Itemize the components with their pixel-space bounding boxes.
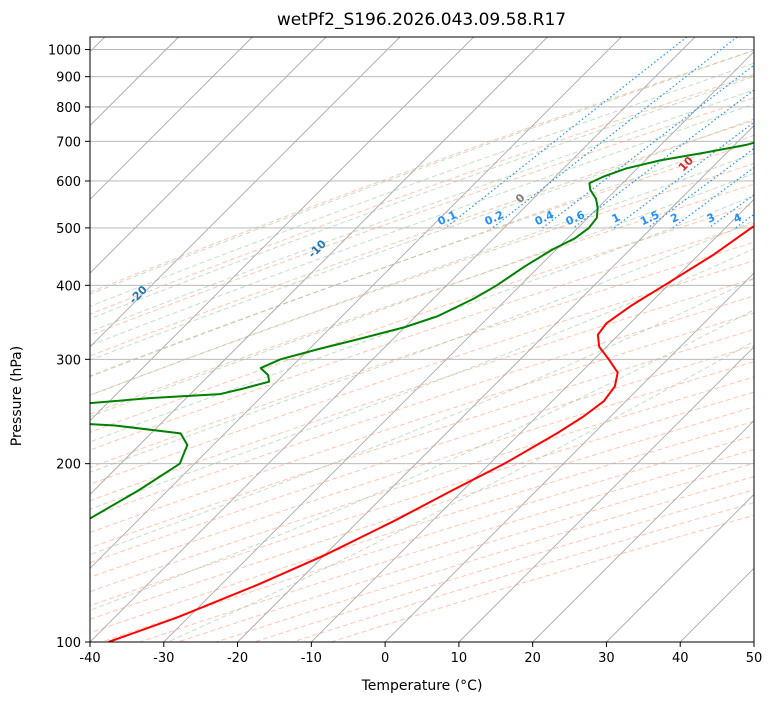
isotherm xyxy=(163,51,754,642)
moist-adiabat xyxy=(90,89,754,333)
dry-adiabat-label: -10 xyxy=(306,237,329,260)
y-tick-label: 700 xyxy=(56,135,81,150)
moist-adiabat xyxy=(90,277,754,556)
dry-adiabat xyxy=(90,345,754,564)
temperature-profile xyxy=(108,224,754,642)
mixing-ratio-label: 1.5 xyxy=(638,208,661,228)
y-tick-label: 300 xyxy=(56,353,81,368)
isotherm xyxy=(90,37,106,53)
dry-adiabat xyxy=(90,391,754,607)
dry-adiabat xyxy=(90,376,754,593)
isotherm xyxy=(532,420,754,642)
x-tick-label: 50 xyxy=(746,651,763,666)
moist-adiabat xyxy=(90,134,754,378)
x-tick-label: 0 xyxy=(381,651,389,666)
dry-adiabat xyxy=(101,435,754,642)
mixing-ratio-label: 1 xyxy=(610,211,622,226)
x-tick-label: 20 xyxy=(524,651,541,666)
y-tick-label: 600 xyxy=(56,175,81,190)
x-tick-label: 30 xyxy=(598,651,615,666)
moist-adiabat xyxy=(90,172,754,418)
isotherm xyxy=(679,567,754,642)
isotherm xyxy=(90,37,474,422)
isotherm xyxy=(606,493,754,642)
dry-adiabat xyxy=(90,141,754,377)
y-tick-label: 200 xyxy=(56,458,81,473)
mixing-ratio-label: 0.1 xyxy=(436,208,459,228)
y-tick-label: 900 xyxy=(56,71,81,86)
dry-adiabat xyxy=(90,295,754,518)
mixing-ratio-label: 0.6 xyxy=(564,208,587,228)
mixing-ratio-label: 6 xyxy=(770,211,775,226)
isotherm xyxy=(458,346,754,642)
isotherm xyxy=(90,37,179,127)
dry-adiabat xyxy=(90,312,754,533)
mixing-ratio-line xyxy=(573,89,754,229)
dewpoint-profile xyxy=(90,141,754,520)
moist-adiabat xyxy=(90,75,754,320)
dry-adiabat xyxy=(90,119,754,357)
moist-adiabat xyxy=(90,49,754,295)
isotherm xyxy=(311,198,754,642)
isotherm xyxy=(384,272,754,642)
mixing-ratio-line xyxy=(672,166,754,229)
isotherm xyxy=(90,37,622,569)
dry-adiabat-label: -20 xyxy=(127,283,150,306)
dry-adiabat xyxy=(90,163,754,396)
plot-frame xyxy=(89,36,755,643)
moist-adiabat xyxy=(167,340,754,642)
y-tick-label: 100 xyxy=(56,636,81,651)
y-tick-label: 400 xyxy=(56,279,81,294)
moist-adiabat xyxy=(90,152,754,396)
moist-adiabat xyxy=(90,118,754,361)
dry-adiabat xyxy=(90,406,754,620)
dry-adiabat xyxy=(90,97,754,336)
mixing-ratio-line xyxy=(735,213,754,229)
mixing-ratio-label: 0.4 xyxy=(533,208,556,228)
isotherm xyxy=(90,37,548,496)
dry-adiabat xyxy=(330,514,754,642)
mixing-ratio-line xyxy=(613,121,754,229)
dry-adiabat xyxy=(90,277,754,502)
x-tick-label: -40 xyxy=(79,651,100,666)
moist-adiabat xyxy=(90,248,754,510)
isotherm xyxy=(0,37,31,642)
y-tick-label: 800 xyxy=(56,101,81,116)
dry-adiabat xyxy=(90,222,754,451)
moist-adiabat xyxy=(90,62,754,307)
dry-adiabat xyxy=(90,328,754,549)
dry-adiabat xyxy=(90,49,754,293)
mixing-ratio-label: 4 xyxy=(731,211,744,226)
x-tick-label: -30 xyxy=(153,651,174,666)
isotherm xyxy=(237,124,754,642)
y-tick-label: 500 xyxy=(56,222,81,237)
dry-adiabat xyxy=(90,203,754,433)
chart-title: wetPf2_S196.2026.043.09.58.R17 xyxy=(276,10,567,30)
mixing-ratio-line xyxy=(492,37,738,229)
moist-adiabat xyxy=(90,195,754,443)
moist-adiabat xyxy=(90,220,754,473)
dry-adiabat xyxy=(90,241,754,468)
x-tick-label: 10 xyxy=(451,651,468,666)
x-tick-label: -20 xyxy=(227,651,248,666)
x-tick-label: 40 xyxy=(672,651,689,666)
isotherm xyxy=(90,37,327,274)
isotherm xyxy=(90,37,696,642)
isotherm xyxy=(90,37,401,348)
mixing-ratio-label: 2 xyxy=(668,211,680,226)
dry-adiabat-label: 0 xyxy=(513,191,528,206)
dry-adiabat xyxy=(90,260,754,485)
x-axis-label: Temperature (°C) xyxy=(361,678,483,694)
x-tick-label: -10 xyxy=(301,651,322,666)
isotherm xyxy=(753,641,754,642)
isotherm xyxy=(90,37,253,200)
mixing-ratio-line xyxy=(542,64,754,229)
y-tick-label: 1000 xyxy=(48,44,81,59)
dry-adiabat xyxy=(90,73,754,315)
moist-adiabat xyxy=(90,103,754,346)
dry-adiabat xyxy=(90,360,754,578)
dry-adiabat xyxy=(90,183,754,415)
